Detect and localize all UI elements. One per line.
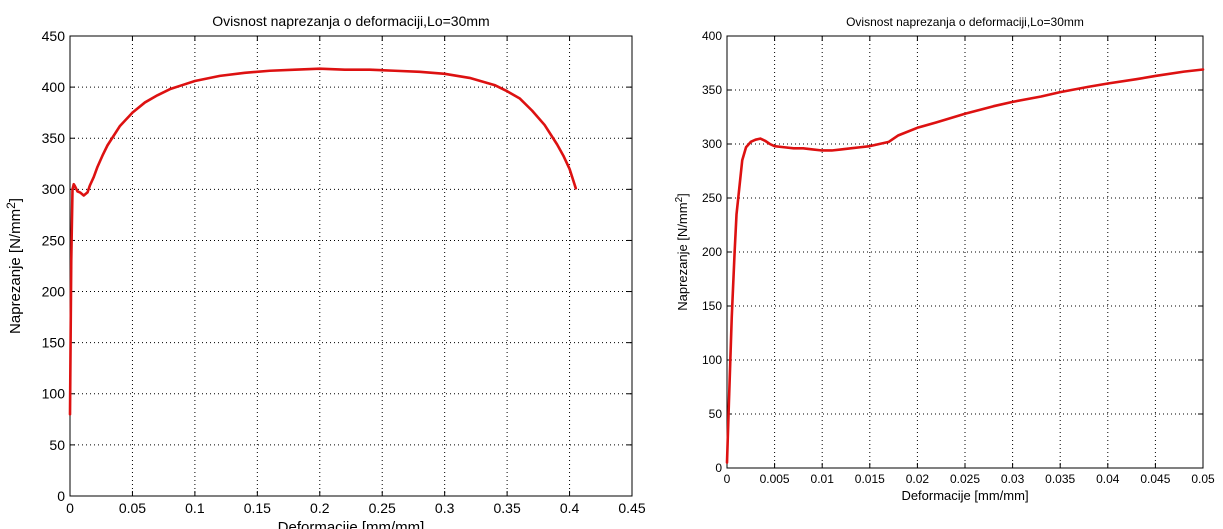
left-chart: 0 0.05 0.1 0.15 0.2 0.25 0.3 0.35 0.4 0.45 0 50 100 1… xyxy=(4,13,646,529)
y-axis-label-end: ] xyxy=(675,193,690,197)
x-tick-label: 0.035 xyxy=(1045,472,1075,486)
y-tick-label: 350 xyxy=(702,83,722,97)
x-tick-label: 0 xyxy=(724,472,731,486)
y-axis-label: Naprezanje [N/mm2] xyxy=(674,193,690,311)
x-tick-label: 0.4 xyxy=(560,500,580,516)
y-tick-label: 400 xyxy=(42,79,66,95)
x-tick-label: 0.25 xyxy=(369,500,396,516)
x-tick-label: 0.03 xyxy=(1001,472,1025,486)
x-tick-label: 0.04 xyxy=(1096,472,1120,486)
x-tick-label: 0.005 xyxy=(760,472,790,486)
y-tick-label: 200 xyxy=(702,245,722,259)
y-tick-label: 450 xyxy=(42,28,66,44)
chart-title: Ovisnost naprezanja o deformaciji,Lo=30m… xyxy=(846,15,1084,29)
x-tick-label: 0.05 xyxy=(119,500,146,516)
chart-title: Ovisnost naprezanja o deformaciji,Lo=30m… xyxy=(212,13,489,29)
x-tick-label: 0.1 xyxy=(185,500,205,516)
x-tick-label: 0.025 xyxy=(950,472,980,486)
y-tick-label: 0 xyxy=(715,461,722,475)
y-tick-label: 350 xyxy=(42,130,66,146)
x-tick-label: 0.35 xyxy=(493,500,520,516)
y-tick-label: 100 xyxy=(42,386,66,402)
y-tick-label: 250 xyxy=(42,232,66,248)
x-tick-label: 0 xyxy=(66,500,74,516)
y-axis-label-main: Naprezanje [N/mm xyxy=(675,202,690,310)
y-axis-label-superscript: 2 xyxy=(674,196,685,202)
x-tick-label: 0.2 xyxy=(310,500,330,516)
y-tick-label: 250 xyxy=(702,191,722,205)
x-axis-label: Deformacije [mm/mm] xyxy=(278,519,425,529)
axes-frame xyxy=(726,35,1204,469)
y-axis-label-end: ] xyxy=(7,198,24,202)
series-line xyxy=(68,67,578,416)
x-tick-label: 0.3 xyxy=(435,500,455,516)
right-chart: 0 0.005 0.01 0.015 0.02 0.025 0.03 0.035 0.04 0.0… xyxy=(674,15,1215,503)
y-tick-label: 50 xyxy=(49,437,65,453)
series-line xyxy=(725,68,1205,464)
y-tick-label: 300 xyxy=(702,137,722,151)
y-tick-label: 100 xyxy=(702,353,722,367)
x-axis-label: Deformacije [mm/mm] xyxy=(901,488,1028,503)
y-axis-label-superscript: 2 xyxy=(4,202,18,209)
x-tick-label: 0.02 xyxy=(906,472,930,486)
x-tick-label: 0.015 xyxy=(855,472,885,486)
x-tick-label: 0.45 xyxy=(618,500,645,516)
x-tick-label: 0.01 xyxy=(811,472,835,486)
y-tick-label: 200 xyxy=(42,283,66,299)
y-axis-label-main: Naprezanje [N/mm xyxy=(7,209,24,334)
y-tick-label: 300 xyxy=(42,181,66,197)
plot-area xyxy=(70,36,632,496)
y-axis-label: Naprezanje [N/mm2] xyxy=(4,198,24,334)
y-tick-label: 150 xyxy=(702,299,722,313)
y-tick-label: 50 xyxy=(709,407,723,421)
y-tick-label: 0 xyxy=(57,488,65,504)
y-tick-label: 150 xyxy=(42,335,66,351)
y-tick-label: 400 xyxy=(702,29,722,43)
x-tick-label: 0.05 xyxy=(1191,472,1215,486)
x-tick-label: 0.15 xyxy=(244,500,271,516)
x-tick-label: 0.045 xyxy=(1140,472,1170,486)
